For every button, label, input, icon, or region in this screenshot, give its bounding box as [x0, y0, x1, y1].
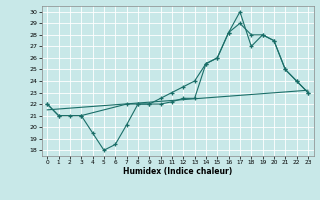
- X-axis label: Humidex (Indice chaleur): Humidex (Indice chaleur): [123, 167, 232, 176]
